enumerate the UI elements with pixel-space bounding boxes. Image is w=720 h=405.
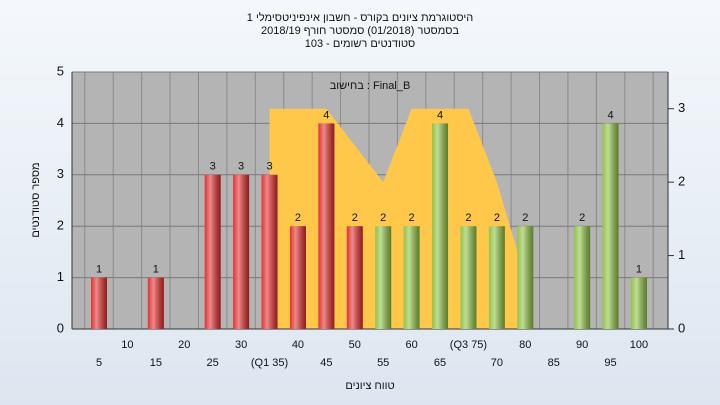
data-label: 2 <box>380 212 386 224</box>
x-tick-label: 10 <box>121 339 133 351</box>
y-tick-label: 2 <box>57 218 64 233</box>
data-label: 2 <box>465 212 471 224</box>
x-tick-label: 85 <box>548 357 560 369</box>
x-tick-label: (Q1 35) <box>251 357 288 369</box>
x-tick-label: 80 <box>519 339 531 351</box>
bar-shade <box>318 123 335 330</box>
y-axis-label: מספר סטודנטים <box>30 162 42 237</box>
x-tick-label: (Q3 75) <box>450 339 487 351</box>
y-tick-label: 0 <box>57 320 64 335</box>
bar-shade <box>574 226 591 329</box>
data-label: 3 <box>210 161 216 173</box>
x-tick-label: 30 <box>235 339 247 351</box>
bar-shade <box>346 226 363 329</box>
data-label: 4 <box>437 109 443 121</box>
data-label: 4 <box>607 109 613 121</box>
y2-tick-label: 2 <box>678 174 685 189</box>
x-axis-label: טווח ציונים <box>345 380 394 392</box>
data-label: 2 <box>352 212 358 224</box>
bar-shade <box>91 277 107 329</box>
x-tick-label: 25 <box>207 357 219 369</box>
data-label: 1 <box>636 264 642 276</box>
bar-shade <box>261 174 278 329</box>
annotation: Final_B : בחישוב <box>330 80 411 92</box>
x-tick-label: 100 <box>630 339 648 351</box>
data-label: 1 <box>96 264 102 276</box>
x-tick-label: 20 <box>178 339 190 351</box>
y2-tick-label: 0 <box>678 320 685 335</box>
bar-shade <box>460 226 477 329</box>
bar-shade <box>147 277 164 329</box>
y-tick-label: 1 <box>57 269 64 284</box>
y-tick-label: 4 <box>57 115 64 130</box>
data-label: 2 <box>522 212 528 224</box>
x-tick-label: 70 <box>491 357 503 369</box>
x-tick-label: 65 <box>434 357 446 369</box>
bar-shade <box>233 174 250 329</box>
bar-shade <box>375 226 392 329</box>
subtitle: סטודנטים רשומים - 103 <box>305 38 416 50</box>
x-tick-label: 15 <box>150 357 162 369</box>
bar-shade <box>289 226 306 329</box>
x-tick-label: 45 <box>320 357 332 369</box>
data-label: 2 <box>295 212 301 224</box>
x-tick-label: 50 <box>349 339 361 351</box>
bar-shade <box>432 123 449 330</box>
y2-tick-label: 1 <box>678 247 685 262</box>
bar-shade <box>602 123 619 330</box>
x-tick-label: 90 <box>576 339 588 351</box>
title: היסטוגרמת ציונים בקורס - חשבון אינפיניטס… <box>247 11 473 24</box>
y-tick-label: 5 <box>57 63 64 78</box>
data-label: 2 <box>579 212 585 224</box>
x-tick-label: 95 <box>604 357 616 369</box>
subtitle: בסמסטר (01/2018) סמסטר חורף 2018/19 <box>261 25 459 37</box>
data-label: 3 <box>266 161 272 173</box>
x-tick-label: 60 <box>405 339 417 351</box>
bar-shade <box>204 174 221 329</box>
x-tick-label: 5 <box>96 357 102 369</box>
bar-shade <box>488 226 505 329</box>
data-label: 2 <box>409 212 415 224</box>
data-label: 1 <box>153 264 159 276</box>
data-label: 3 <box>238 161 244 173</box>
x-tick-label: 55 <box>377 357 389 369</box>
bar-shade <box>630 277 647 329</box>
data-label: 4 <box>323 109 329 121</box>
data-label: 2 <box>494 212 500 224</box>
y-tick-label: 3 <box>57 166 64 181</box>
bar-shade <box>517 226 534 329</box>
x-tick-label: 40 <box>292 339 304 351</box>
bar-shade <box>403 226 420 329</box>
y2-tick-label: 3 <box>678 100 685 115</box>
